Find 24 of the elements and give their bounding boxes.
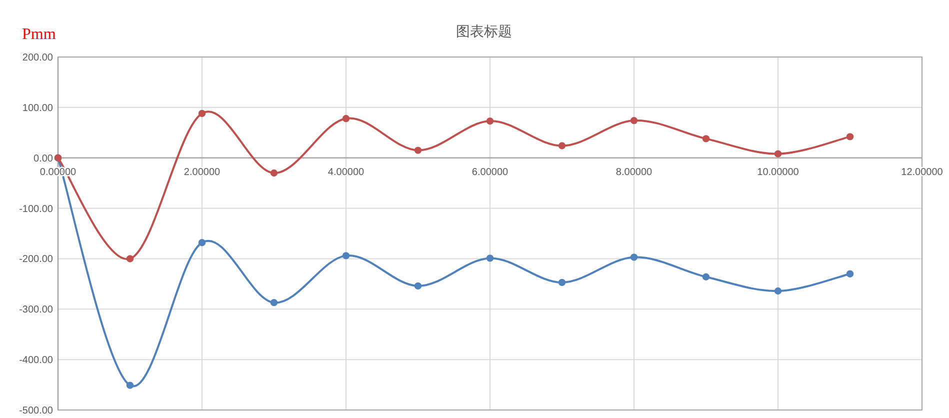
point [558, 142, 566, 150]
point [414, 282, 422, 290]
point [846, 270, 854, 278]
point [486, 254, 494, 262]
point [630, 254, 638, 261]
point [486, 117, 494, 125]
point [342, 252, 350, 260]
point [126, 255, 134, 262]
ylabel: Pmm [22, 26, 56, 43]
point [630, 116, 638, 124]
point [702, 273, 710, 280]
point [558, 278, 566, 286]
point [342, 114, 350, 122]
point [414, 146, 422, 154]
point [270, 298, 278, 306]
point [198, 110, 206, 118]
point [846, 133, 854, 140]
point [198, 238, 206, 246]
title: 图表标题 [456, 24, 512, 40]
point [126, 382, 134, 389]
point [702, 135, 710, 142]
point [774, 287, 782, 295]
point [774, 150, 782, 158]
point [270, 169, 278, 177]
